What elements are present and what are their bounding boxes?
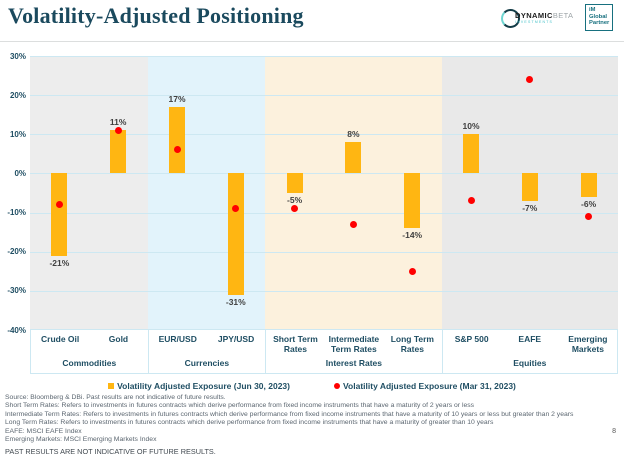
- dynamicbeta-logo-text: DYNAMICBETA INVESTMENTS: [515, 12, 573, 25]
- group-label: Equities: [443, 357, 617, 373]
- axis-group-interest-rates: Short Term RatesIntermediate Term RatesL…: [265, 330, 441, 373]
- y-tick-label: -10%: [0, 208, 26, 217]
- footnote-line: Source: Bloomberg & DBi. Past results ar…: [5, 394, 611, 402]
- bar-emerging-markets: [581, 173, 597, 196]
- exposure-dot-s-p-500: [468, 197, 475, 204]
- dot-swatch-icon: [334, 383, 340, 389]
- legend-item-jun-2023: Volatility Adjusted Exposure (Jun 30, 20…: [108, 381, 290, 391]
- category-label: Emerging Markets: [559, 330, 617, 357]
- bar-swatch-icon: [108, 383, 114, 389]
- disclaimer-text: PAST RESULTS ARE NOT INDICATIVE OF FUTUR…: [5, 447, 611, 456]
- category-label: EUR/USD: [149, 330, 207, 357]
- bar-short-term-rates: [287, 173, 303, 193]
- y-tick-label: -30%: [0, 286, 26, 295]
- dynamicbeta-logo: DYNAMICBETA INVESTMENTS: [501, 7, 573, 29]
- footnote-lines: Source: Bloomberg & DBi. Past results ar…: [5, 394, 611, 444]
- bar-s-p-500: [463, 134, 479, 173]
- footnotes: Source: Bloomberg & DBi. Past results ar…: [5, 394, 611, 456]
- bar-jpy-usd: [228, 173, 244, 294]
- bar-value-label: -7%: [500, 204, 559, 213]
- group-label: Currencies: [149, 357, 266, 373]
- category-label: Crude Oil: [31, 330, 89, 357]
- bar-eafe: [522, 173, 538, 200]
- y-tick-label: 10%: [0, 130, 26, 139]
- page-number: 8: [612, 428, 616, 435]
- dynamicbeta-logo-primary: DYNAMIC: [515, 11, 553, 20]
- x-axis-labels: Crude OilGoldCommoditiesEUR/USDJPY/USDCu…: [30, 330, 618, 374]
- slide: Volatility-Adjusted Positioning DYNAMICB…: [0, 0, 624, 456]
- axis-group-items: Crude OilGold: [31, 330, 148, 357]
- axis-group-currencies: EUR/USDJPY/USDCurrencies: [148, 330, 266, 373]
- bar-value-label: -5%: [265, 196, 324, 205]
- bar-value-label: -31%: [206, 298, 265, 307]
- category-label: Long Term Rates: [383, 330, 441, 357]
- exposure-dot-eur-usd: [174, 146, 181, 153]
- dynamicbeta-logo-secondary: BETA: [553, 11, 574, 20]
- bar-crude-oil: [51, 173, 67, 255]
- header-divider: [0, 41, 624, 42]
- bar-value-label: 8%: [324, 130, 383, 139]
- y-tick-label: -20%: [0, 247, 26, 256]
- y-tick-label: -40%: [0, 326, 26, 335]
- im-global-partner-logo-line: Partner: [589, 20, 612, 27]
- bar-value-label: -21%: [30, 259, 89, 268]
- exposure-dot-long-term-rates: [409, 268, 416, 275]
- footnote-line: Long Term Rates: Refers to investments i…: [5, 419, 611, 427]
- y-tick-label: 0%: [0, 169, 26, 178]
- gridline: [30, 291, 618, 292]
- gridline: [30, 252, 618, 253]
- bar-value-label: -6%: [559, 200, 618, 209]
- bar-value-label: 10%: [442, 122, 501, 131]
- category-label: Gold: [89, 330, 147, 357]
- footnote-line: Emerging Markets: MSCI Emerging Markets …: [5, 436, 611, 444]
- plot-area: -21%11%17%-31%-5%8%-14%10%-7%-6%: [30, 56, 618, 330]
- bar-long-term-rates: [404, 173, 420, 228]
- legend-item-mar-2023: Volatility Adjusted Exposure (Mar 31, 20…: [334, 381, 516, 391]
- im-global-partner-logo-line: Global: [589, 14, 612, 21]
- group-label: Interest Rates: [266, 357, 441, 373]
- y-tick-label: 30%: [0, 52, 26, 61]
- y-axis: 30%20%10%0%-10%-20%-30%-40%: [0, 56, 26, 330]
- bar-eur-usd: [169, 107, 185, 174]
- gridline: [30, 56, 618, 57]
- dynamicbeta-logo-tagline: INVESTMENTS: [515, 20, 573, 25]
- axis-group-items: Short Term RatesIntermediate Term RatesL…: [266, 330, 441, 357]
- axis-group-commodities: Crude OilGoldCommodities: [30, 330, 148, 373]
- im-global-partner-logo-line: iM: [589, 7, 612, 14]
- section-bg-commodities: [30, 56, 148, 330]
- group-label: Commodities: [31, 357, 148, 373]
- footnote-line: EAFE: MSCI EAFE Index: [5, 428, 611, 436]
- bar-gold: [110, 130, 126, 173]
- category-label: S&P 500: [443, 330, 501, 357]
- exposure-dot-gold: [115, 127, 122, 134]
- page-title: Volatility-Adjusted Positioning: [8, 3, 304, 29]
- bar-value-label: -14%: [383, 231, 442, 240]
- axis-group-equities: S&P 500EAFEEmerging MarketsEquities: [442, 330, 618, 373]
- footnote-line: Short Term Rates: Refers to investments …: [5, 402, 611, 410]
- exposure-dot-intermediate-term-rates: [350, 221, 357, 228]
- legend-label: Volatility Adjusted Exposure (Jun 30, 20…: [117, 381, 290, 391]
- gridline: [30, 95, 618, 96]
- bar-value-label: 17%: [148, 95, 207, 104]
- y-tick-label: 20%: [0, 91, 26, 100]
- category-label: Intermediate Term Rates: [325, 330, 383, 357]
- footnote-line: Intermediate Term Rates: Refers to inves…: [5, 411, 611, 419]
- category-label: Short Term Rates: [266, 330, 324, 357]
- axis-group-items: S&P 500EAFEEmerging Markets: [443, 330, 617, 357]
- volatility-positioning-chart: 30%20%10%0%-10%-20%-30%-40% -21%11%17%-3…: [0, 56, 624, 374]
- im-global-partner-logo: iM Global Partner: [585, 4, 613, 31]
- legend: Volatility Adjusted Exposure (Jun 30, 20…: [0, 381, 624, 391]
- legend-label: Volatility Adjusted Exposure (Mar 31, 20…: [343, 381, 516, 391]
- category-label: EAFE: [501, 330, 559, 357]
- axis-group-items: EUR/USDJPY/USD: [149, 330, 266, 357]
- category-label: JPY/USD: [207, 330, 265, 357]
- bar-intermediate-term-rates: [345, 142, 361, 173]
